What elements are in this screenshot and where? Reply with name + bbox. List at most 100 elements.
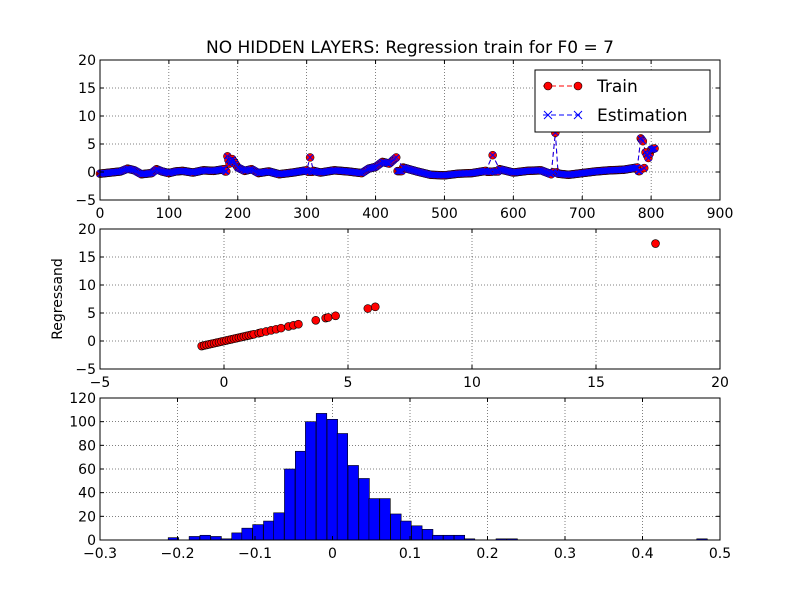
scatter-point xyxy=(363,304,373,313)
histogram-bar xyxy=(294,450,307,541)
scatter-point xyxy=(370,302,380,312)
hist-ytick-label: 20 xyxy=(78,509,96,525)
scatter-ytick-label: −5 xyxy=(75,362,96,378)
top-ytick-label: 0 xyxy=(87,165,96,181)
hist-ytick-label: 40 xyxy=(78,486,96,502)
scatter-xtick-label: −5 xyxy=(90,375,111,391)
legend-box xyxy=(534,69,711,133)
scatter-point xyxy=(331,311,340,321)
estimation-point xyxy=(639,137,647,145)
scatter-ytick-label: 5 xyxy=(87,306,96,322)
hist-ytick-label: 120 xyxy=(69,391,96,407)
scatter-plot-area xyxy=(100,229,720,369)
histogram-bar xyxy=(411,525,423,541)
histogram-bar xyxy=(315,413,328,541)
histogram-bar xyxy=(210,536,222,541)
histogram-bar xyxy=(241,527,253,541)
scatter-axes: −5 0 5 10 15 20 −5 0 5 10 15 20 Regressand xyxy=(50,222,729,391)
top-xtick-label: 200 xyxy=(224,206,251,222)
legend-train-marker-2 xyxy=(573,81,583,91)
hist-xtick-label: 0 xyxy=(328,546,337,562)
legend-train-marker-1 xyxy=(543,81,553,91)
hist-xtick-label: −0.3 xyxy=(83,546,117,562)
hist-xtick-label: 0.1 xyxy=(399,546,421,562)
histogram-bar xyxy=(284,468,296,541)
estimation-point xyxy=(631,164,638,172)
estimation-point xyxy=(640,164,648,172)
estimation-point xyxy=(268,168,275,176)
estimation-point xyxy=(246,166,254,173)
top-axes-frame xyxy=(99,59,721,201)
estimation-point xyxy=(646,150,654,158)
histogram-bar xyxy=(188,536,200,541)
scatter-axes-frame xyxy=(99,228,721,370)
estimation-point xyxy=(192,168,199,176)
estimation-point xyxy=(485,168,492,176)
estimation-point xyxy=(397,167,404,175)
hist-xtick-label: 0.2 xyxy=(476,546,498,562)
scatter-point xyxy=(323,313,333,322)
estimation-point xyxy=(221,168,229,175)
top-ytick-label: 10 xyxy=(78,109,96,125)
legend: Train Estimation xyxy=(534,69,711,133)
histogram-bar xyxy=(379,498,391,541)
hist-xtick-label: 0.3 xyxy=(554,546,576,562)
estimation-point xyxy=(635,167,642,175)
scatter-point xyxy=(294,319,303,329)
hist-ytick-label: 0 xyxy=(87,533,96,549)
top-xtick-label: 0 xyxy=(96,206,105,222)
histogram-bar xyxy=(326,418,338,541)
hist-xtick-label: −0.1 xyxy=(238,546,272,562)
estimation-point xyxy=(218,166,225,173)
scatter-point xyxy=(311,315,321,325)
chart-title: NO HIDDEN LAYERS: Regression train for F… xyxy=(206,38,614,58)
scatter-xtick-label: 20 xyxy=(711,375,729,391)
legend-estimation-marker-2 xyxy=(573,110,583,120)
top-xtick-label: 800 xyxy=(638,206,665,222)
scatter-ytick-label: 10 xyxy=(78,278,96,294)
histogram-bar xyxy=(390,513,402,541)
hist-ytick-label: 60 xyxy=(78,462,96,478)
histogram-bar xyxy=(305,421,317,541)
scatter-xtick-label: 5 xyxy=(344,375,353,391)
scatter-xtick-label: 10 xyxy=(463,375,481,391)
estimation-point xyxy=(633,164,641,171)
histogram-bar xyxy=(273,512,285,541)
scatter-ytick-label: 20 xyxy=(78,222,96,238)
estimation-point xyxy=(265,168,273,175)
estimation-point xyxy=(271,169,279,177)
legend-train-label: Train xyxy=(596,77,638,97)
estimation-point xyxy=(536,167,543,174)
scatter-point xyxy=(651,239,660,248)
histogram-bar xyxy=(358,478,370,541)
top-ytick-label: −5 xyxy=(75,193,96,209)
histogram-bar xyxy=(368,498,380,541)
scatter-xtick-label: 0 xyxy=(220,375,229,391)
histogram-bar xyxy=(347,465,359,541)
top-xtick-label: 900 xyxy=(707,206,734,222)
histogram-bar xyxy=(263,520,275,541)
estimation-point xyxy=(489,151,497,159)
histogram-bar xyxy=(453,534,466,541)
estimation-point xyxy=(189,169,197,176)
top-ytick-label: 5 xyxy=(87,137,96,153)
estimation-point xyxy=(636,167,643,175)
histogram-bar xyxy=(199,534,211,541)
estimation-point xyxy=(269,169,277,176)
hist-xtick-label: −0.2 xyxy=(161,546,195,562)
scatter-xtick-label: 15 xyxy=(587,375,605,391)
histogram-bar xyxy=(443,534,455,541)
estimation-point xyxy=(266,168,274,176)
legend-estimation-marker-1 xyxy=(543,110,553,120)
histogram-bar xyxy=(422,529,434,541)
estimation-point xyxy=(270,169,278,177)
histogram-bar xyxy=(432,534,444,541)
scatter-ytick-label: 15 xyxy=(78,250,96,266)
legend-estimation-label: Estimation xyxy=(597,106,688,126)
histogram-bar xyxy=(231,532,243,541)
histogram-bar xyxy=(336,433,348,541)
estimation-point xyxy=(492,168,499,175)
hist-ytick-label: 80 xyxy=(78,438,96,454)
estimation-point xyxy=(392,154,400,161)
